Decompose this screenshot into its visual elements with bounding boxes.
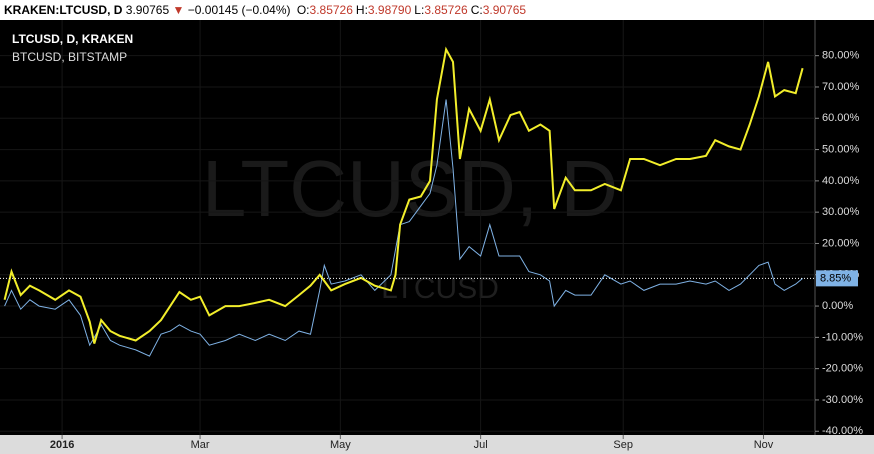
y-axis-bg: [815, 20, 874, 435]
price-label: 8.85%: [820, 272, 851, 284]
price-badge: [816, 270, 858, 287]
y-tick-label: 20.00%: [822, 237, 860, 249]
x-tick-label: Nov: [754, 439, 774, 451]
y-tick-label: -40.00%: [822, 425, 863, 437]
x-tick-label: Jul: [474, 439, 488, 451]
watermark-small: LTCUSD: [381, 272, 499, 305]
ohlc-value: 3.98790: [367, 3, 412, 17]
y-tick-label: 70.00%: [822, 81, 860, 93]
x-tick-label: 2016: [50, 439, 74, 451]
legend-entry: LTCUSD, D, KRAKEN: [12, 32, 133, 46]
legend-entry: BTCUSD, BITSTAMP: [12, 50, 127, 64]
y-tick-label: 80.00%: [822, 50, 860, 62]
watermark: LTCUSD, D: [202, 144, 618, 233]
x-tick-label: Sep: [613, 439, 633, 451]
y-tick-label: 30.00%: [822, 206, 860, 218]
ohlc-label: O:: [296, 3, 310, 17]
ohlc: O:3.85726 H:3.98790 L:3.85726 C:3.90765: [294, 3, 526, 17]
y-tick-label: -30.00%: [822, 394, 863, 406]
y-tick-label: -10.00%: [822, 331, 863, 343]
x-tick-label: May: [330, 439, 351, 451]
x-tick-label: Mar: [191, 439, 210, 451]
y-tick-label: 0.00%: [822, 300, 853, 312]
ohlc-label: L:: [414, 3, 425, 17]
y-tick-label: 50.00%: [822, 143, 860, 155]
ohlc-value: 3.85726: [309, 3, 353, 17]
header: KRAKEN:LTCUSD, D 3.90765 ▼ −0.00145 (−0.…: [0, 0, 874, 20]
y-tick-label: -20.00%: [822, 363, 863, 375]
down-arrow: ▼: [172, 3, 185, 17]
y-tick-label: 60.00%: [822, 112, 860, 124]
ohlc-value: 3.90765: [482, 3, 527, 17]
series-line: [3, 46, 804, 344]
ohlc-value: 3.85726: [424, 3, 468, 17]
ohlc-label: H:: [355, 3, 368, 17]
x-axis-bg: [0, 435, 874, 454]
series-line: [4, 99, 803, 357]
price: 3.90765: [125, 3, 170, 17]
y-tick-label: 40.00%: [822, 175, 860, 187]
change: −0.00145 (−0.04%): [187, 3, 291, 17]
symbol: KRAKEN:LTCUSD, D: [4, 3, 123, 17]
ohlc-label: C:: [470, 3, 483, 17]
